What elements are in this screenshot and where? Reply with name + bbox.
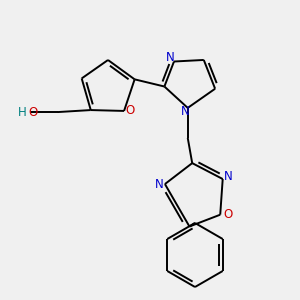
Text: N: N [182,105,190,119]
Text: N: N [166,51,174,64]
Text: N: N [224,169,233,182]
Text: O: O [125,104,135,117]
Text: H: H [17,106,26,118]
Text: O: O [28,106,38,118]
Text: O: O [224,208,233,221]
Text: N: N [154,178,163,190]
